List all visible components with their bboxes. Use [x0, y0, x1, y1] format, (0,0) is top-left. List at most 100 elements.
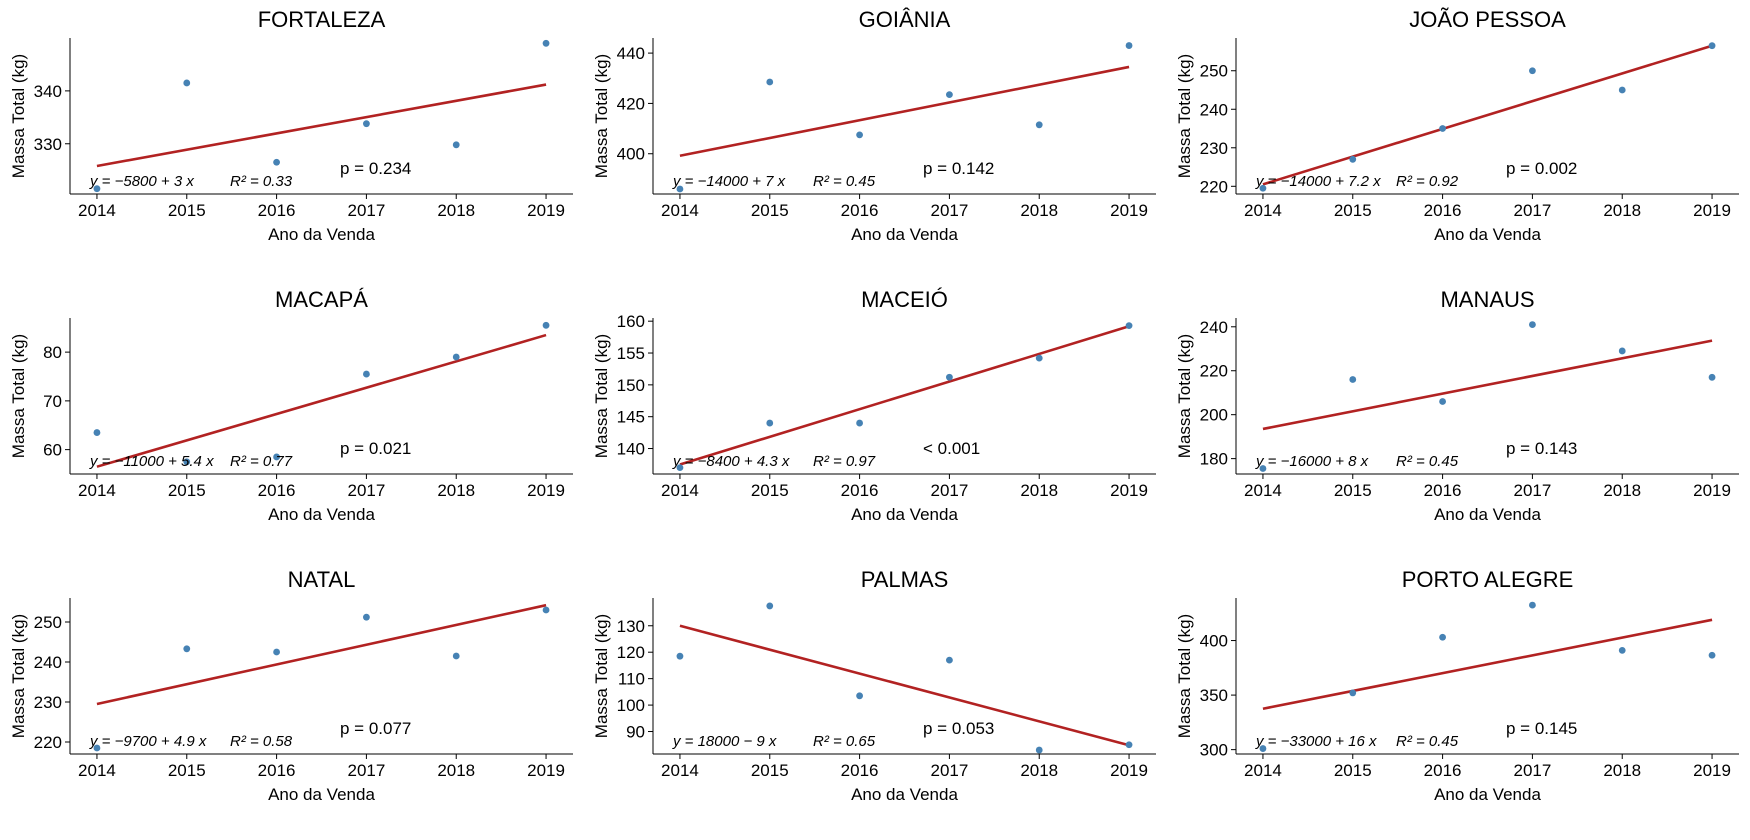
regression-line [1262, 339, 1713, 431]
y-tick-label: 130 [617, 617, 645, 636]
x-tick-label: 2014 [1244, 761, 1282, 780]
x-tick-label: 2016 [841, 761, 879, 780]
x-tick-label: 2014 [661, 481, 699, 500]
data-point [93, 429, 101, 436]
data-point [1708, 651, 1716, 659]
y-tick-label: 140 [617, 440, 645, 459]
r-squared-label: R² = 0.77 [230, 453, 293, 470]
x-tick-label: 2019 [1693, 761, 1731, 780]
x-tick-label: 2017 [1513, 761, 1551, 780]
x-tick-label: 2016 [258, 761, 296, 780]
x-tick-label: 2019 [527, 481, 565, 500]
x-tick-label: 2017 [347, 481, 385, 500]
x-tick-label: 2018 [1020, 761, 1058, 780]
regression-line [1262, 44, 1713, 186]
x-tick-label: 2014 [1244, 201, 1282, 220]
x-tick-label: 2018 [1603, 481, 1641, 500]
data-point [946, 656, 953, 664]
chart-title: JOÃO PESSOA [1409, 7, 1566, 32]
data-point [93, 185, 101, 193]
y-tick-label: 240 [1200, 100, 1228, 119]
regression-equation: y = −16000 + 8 x [1255, 453, 1369, 470]
x-tick-label: 2016 [1424, 761, 1462, 780]
y-axis-label: Massa Total (kg) [9, 334, 28, 458]
x-tick-label: 2017 [347, 761, 385, 780]
y-axis-label: Massa Total (kg) [592, 334, 611, 458]
x-tick-label: 2014 [78, 201, 116, 220]
r-squared-label: R² = 0.33 [230, 173, 293, 190]
data-point [93, 744, 101, 752]
x-tick-label: 2017 [930, 761, 968, 780]
x-tick-label: 2016 [1424, 201, 1462, 220]
data-point [1259, 465, 1267, 472]
y-tick-label: 70 [43, 392, 62, 411]
chart-title: MACAPÁ [275, 287, 368, 312]
data-point [1708, 373, 1716, 381]
regression-line [96, 83, 547, 168]
y-tick-label: 90 [626, 723, 645, 742]
x-tick-label: 2015 [1334, 481, 1372, 500]
y-axis-label: Massa Total (kg) [1175, 54, 1194, 178]
p-value-label: p = 0.053 [923, 719, 994, 738]
chart-panel: PORTO ALEGRE 2014 2015 2016 2017 2018 2019 300 3… [1166, 560, 1749, 840]
chart-panel: MACEIÓ 2014 2015 2016 2017 2018 2019 140 145 150 1… [583, 280, 1166, 560]
chart-title: FORTALEZA [258, 7, 386, 32]
y-tick-label: 230 [34, 693, 62, 712]
y-tick-label: 440 [617, 44, 645, 63]
p-value-label: p = 0.077 [340, 719, 411, 738]
chart-panel: MACAPÁ 2014 2015 2016 2017 2018 2019 60 70 80 Ano … [0, 280, 583, 560]
data-point [452, 141, 460, 149]
regression-equation: y = −11000 + 5.4 x [89, 453, 214, 470]
y-tick-label: 60 [43, 441, 62, 460]
x-tick-label: 2014 [1244, 481, 1282, 500]
x-tick-label: 2019 [527, 201, 565, 220]
y-tick-label: 240 [1200, 318, 1228, 337]
data-point [183, 458, 191, 466]
chart-svg: PALMAS 2014 2015 2016 2017 2018 2019 90 100 110 12… [592, 567, 1156, 804]
p-value-label: p = 0.234 [340, 159, 411, 178]
y-tick-label: 180 [1200, 450, 1228, 469]
chart-panel: MANAUS 2014 2015 2016 2017 2018 2019 180 200 220 2… [1166, 280, 1749, 560]
data-point [1125, 42, 1133, 49]
data-point [1259, 184, 1267, 192]
data-point [766, 419, 774, 427]
x-tick-label: 2019 [1110, 481, 1148, 500]
r-squared-label: R² = 0.45 [1396, 453, 1459, 470]
x-tick-label: 2017 [930, 481, 968, 500]
p-value-label: p = 0.142 [923, 159, 994, 178]
regression-equation: y = 18000 − 9 x [672, 733, 777, 750]
x-tick-label: 2016 [258, 201, 296, 220]
p-value-label: p = 0.021 [340, 439, 411, 458]
y-axis-label: Massa Total (kg) [9, 54, 28, 178]
chart-svg: NATAL 2014 2015 2016 2017 2018 2019 220 230 240 25… [9, 567, 573, 804]
data-point [676, 464, 684, 472]
chart-title: MANAUS [1440, 287, 1534, 312]
data-point [452, 652, 460, 660]
y-tick-label: 240 [34, 653, 62, 672]
data-point [856, 692, 863, 700]
regression-line [96, 333, 547, 468]
y-tick-label: 155 [617, 344, 645, 363]
data-point [1035, 746, 1043, 754]
data-point [1349, 155, 1357, 163]
data-point [1708, 42, 1716, 50]
x-tick-label: 2018 [1603, 201, 1641, 220]
r-squared-label: R² = 0.65 [813, 733, 876, 750]
x-tick-label: 2014 [78, 761, 116, 780]
data-point [676, 185, 684, 193]
data-point [946, 91, 953, 99]
y-tick-label: 420 [617, 94, 645, 113]
x-tick-label: 2019 [527, 761, 565, 780]
y-tick-label: 110 [618, 670, 645, 689]
data-point [766, 602, 774, 610]
chart-title: PALMAS [861, 567, 949, 592]
data-point [1349, 376, 1357, 383]
chart-svg: FORTALEZA 2014 2015 2016 2017 2018 2019 330 340 A… [9, 7, 573, 244]
x-tick-label: 2015 [168, 761, 206, 780]
regression-equation: y = −14000 + 7.2 x [1255, 173, 1381, 190]
y-tick-label: 350 [1200, 686, 1228, 705]
chart-title: GOIÂNIA [859, 7, 951, 32]
chart-svg: GOIÂNIA 2014 2015 2016 2017 2018 2019 400 420 440… [592, 7, 1156, 244]
data-point [856, 419, 863, 427]
